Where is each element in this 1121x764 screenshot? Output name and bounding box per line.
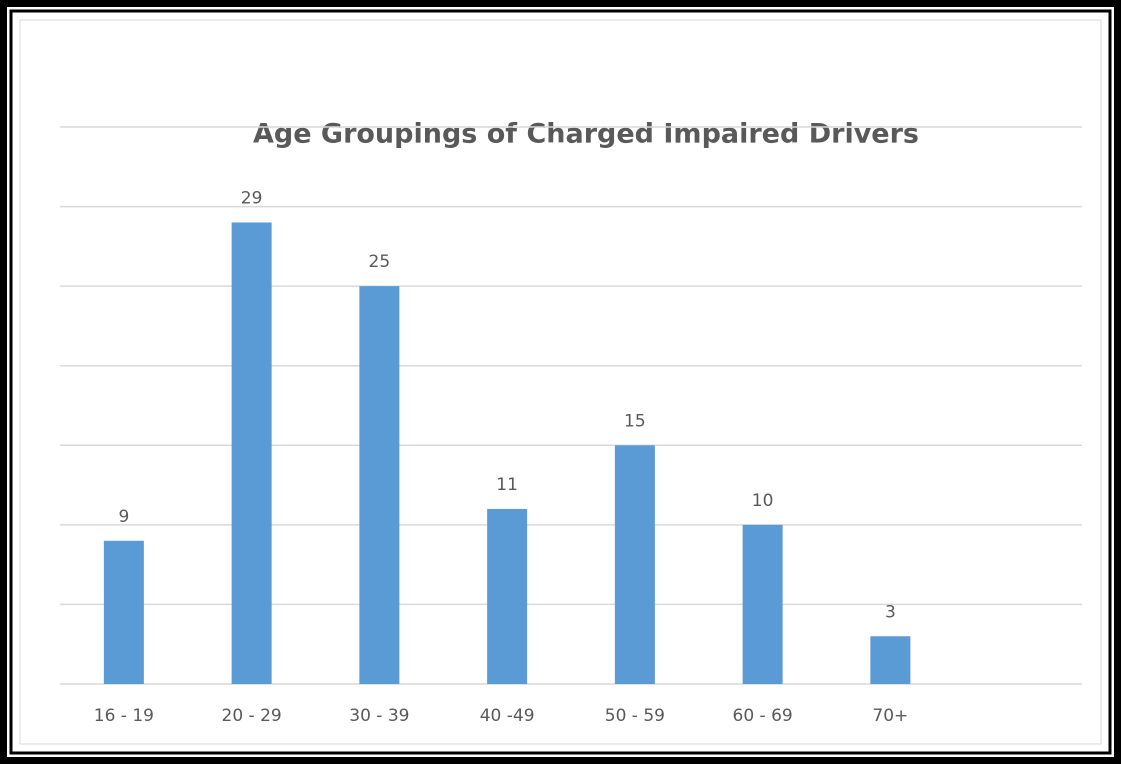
- inner-frame: [9, 9, 1112, 755]
- x-tick-label: 70+: [872, 706, 908, 726]
- bar: [359, 286, 400, 684]
- data-label: 3: [885, 602, 896, 622]
- chart-title: Age Groupings of Charged Impaired Driver…: [253, 119, 919, 150]
- x-tick-label: 16 - 19: [94, 706, 154, 726]
- chart-area: [19, 19, 1102, 745]
- x-tick-label: 50 - 59: [605, 706, 665, 726]
- bar: [742, 524, 783, 684]
- data-label: 29: [241, 188, 263, 208]
- data-label: 11: [496, 475, 518, 495]
- bar: [487, 508, 528, 684]
- bar: [231, 222, 272, 684]
- data-label: 25: [369, 252, 391, 272]
- x-tick-label: 60 - 69: [733, 706, 793, 726]
- bar: [870, 636, 911, 684]
- x-tick-label: 20 - 29: [222, 706, 282, 726]
- data-label: 10: [752, 491, 774, 511]
- x-tick-label: 30 - 39: [349, 706, 409, 726]
- bar: [103, 540, 144, 684]
- data-label: 15: [624, 411, 646, 431]
- data-label: 9: [118, 507, 129, 527]
- x-tick-label: 40 -49: [480, 706, 535, 726]
- bar: [614, 445, 655, 684]
